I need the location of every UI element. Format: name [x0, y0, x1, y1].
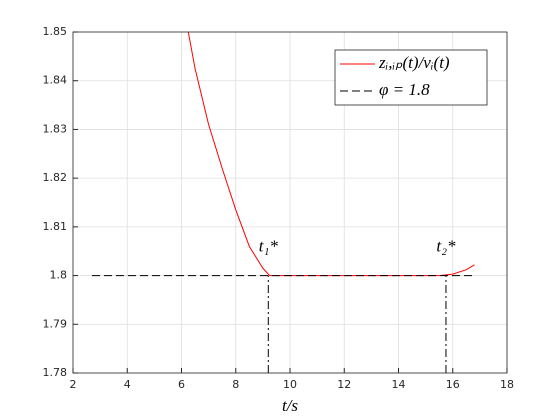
x-axis-label: t/s: [282, 396, 298, 415]
x-tick-label: 6: [178, 378, 185, 391]
y-tick-label: 1.81: [43, 220, 68, 233]
marker-label: t₁*: [259, 236, 279, 255]
x-tick-label: 8: [232, 378, 239, 391]
axes-box: [72, 31, 508, 374]
x-tick-label: 2: [70, 378, 77, 391]
y-tick-label: 1.78: [43, 366, 68, 379]
legend-label: zᵢ,ᵢₚ(t)/vᵢ(t): [378, 53, 450, 72]
y-tick-label: 1.8: [50, 269, 68, 282]
legend-label: φ = 1.8: [379, 80, 430, 99]
y-tick-label: 1.83: [43, 122, 68, 135]
legend-box: [334, 49, 488, 106]
x-tick-label: 10: [283, 378, 297, 391]
x-tick-label: 12: [337, 378, 351, 391]
x-tick-label: 14: [392, 378, 406, 391]
x-tick-label: 4: [124, 378, 131, 391]
data-line: [187, 31, 475, 277]
y-tick-label: 1.79: [43, 317, 68, 330]
x-tick-label: 18: [500, 378, 514, 391]
x-tick-label: 16: [446, 378, 460, 391]
y-tick-label: 1.82: [43, 171, 68, 184]
marker-label: t₂*: [436, 236, 456, 255]
y-tick-label: 1.85: [43, 25, 68, 38]
y-tick-label: 1.84: [43, 74, 68, 87]
